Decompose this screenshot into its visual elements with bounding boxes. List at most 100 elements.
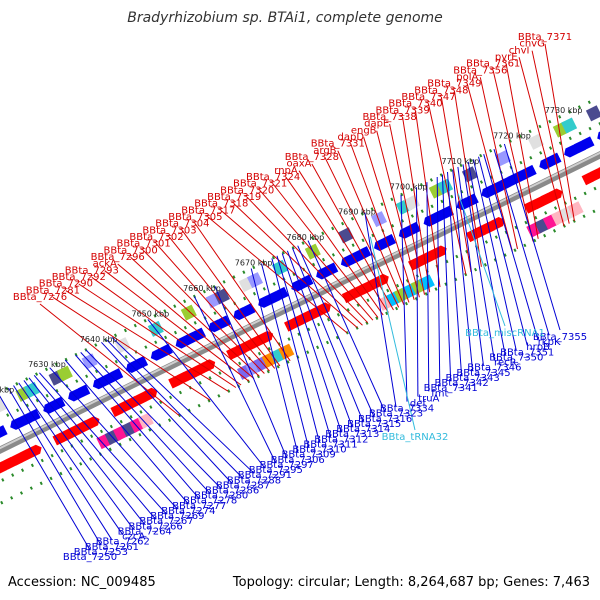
forward-gene-arrow-arrow — [589, 168, 600, 182]
forward_genes-leader — [117, 263, 255, 379]
forward_genes-leader — [272, 183, 379, 318]
reverse_genes-leader — [462, 164, 495, 361]
scale-mark-label: 7660 kbp — [183, 284, 221, 293]
reverse_genes-leader — [147, 319, 266, 469]
reverse_genes-label: BBta_7314 — [336, 424, 390, 435]
reverse-gene-arrow-arrow — [299, 274, 314, 288]
forward_genes-label: BBta_7340 — [388, 99, 442, 110]
reverse_genes-label: BBta_7261 — [85, 542, 139, 553]
reverse_genes-label: BBta_7278 — [183, 496, 237, 507]
reverse-gene-arrow — [382, 233, 397, 247]
forward_genes-label: BBta_7321 — [233, 179, 287, 190]
reverse_genes-label: BBta_7355 — [533, 332, 587, 343]
forward_genes-label: BBta_7317 — [181, 205, 235, 216]
forward_genes-label: BBta_7301 — [116, 239, 170, 250]
forward_genes-label: chvI — [509, 45, 530, 56]
forward_genes-leader — [78, 283, 237, 388]
scale-mark-label: 7670 kbp — [235, 259, 273, 268]
reverse_genes-label: fmt — [431, 388, 448, 399]
forward_genes-label: BBta_7303 — [142, 225, 196, 236]
reverse_genes-leader — [503, 143, 561, 331]
forward_genes-label: BBta_7281 — [26, 285, 80, 296]
reverse-gene-arrow — [76, 384, 91, 398]
reverse_genes-label: BBta_7343 — [445, 373, 499, 384]
forward_genes-leader — [298, 170, 389, 313]
reverse-feature-box-box — [561, 117, 578, 134]
forward_genes-leader — [415, 110, 441, 288]
forward_genes-label: BBta_7320 — [220, 185, 274, 196]
forward_genes-leader — [389, 123, 425, 295]
reverse-gene-arrow — [357, 246, 372, 260]
reverse_genes-label: BBta_7264 — [118, 526, 172, 537]
reverse_genes-leader — [214, 286, 288, 459]
forward_genes-leader — [65, 290, 229, 392]
rna_genes-leader — [369, 236, 416, 431]
reverse_genes-label: recR — [494, 358, 517, 369]
forward_genes-leader — [52, 296, 211, 401]
reverse-feature-box — [561, 117, 578, 134]
reverse_genes-label: BBta_7341 — [424, 383, 478, 394]
forward-feature-box-box — [137, 412, 154, 429]
forward_genes-leader — [531, 50, 570, 224]
forward_genes-label: polA — [456, 72, 478, 83]
reverse-gene-arrow — [547, 152, 562, 166]
reverse_genes-leader — [447, 171, 463, 377]
forward-gene-arrow — [432, 245, 447, 259]
reverse_genes-leader — [18, 382, 124, 535]
reverse-feature-box — [370, 211, 388, 228]
reverse_genes-leader — [281, 253, 342, 433]
forward_genes-label: BBta_7304 — [155, 219, 209, 230]
scale-mark-label: 7690 kbp — [338, 208, 376, 217]
reverse_genes-leader — [472, 159, 517, 351]
forward_genes-label: BBta_7356 — [453, 65, 507, 76]
forward_genes-leader — [233, 203, 363, 326]
reverse_genes-leader — [478, 156, 528, 346]
reverse_genes-leader — [39, 372, 167, 515]
reverse_genes-label: BBta_7312 — [314, 434, 368, 445]
dotted-track-mid-outer — [0, 184, 600, 483]
reverse_genes-leader — [193, 296, 277, 464]
forward_genes-leader — [311, 163, 394, 311]
forward_genes-label: BBta_7361 — [466, 59, 520, 70]
reverse_genes-leader — [80, 352, 211, 495]
forward_genes-label: BBta_7292 — [52, 272, 106, 283]
forward_genes-leader — [143, 250, 265, 374]
reverse_genes-leader — [297, 245, 375, 418]
reverse_genes-label: BBta_7287 — [216, 480, 270, 491]
reverse_genes-leader — [33, 374, 156, 520]
forward-gene-arrow-arrow — [490, 216, 505, 230]
forward_genes-label: BBta_7339 — [375, 105, 429, 116]
reverse_genes-label: BBta_7291 — [238, 470, 292, 481]
label-leader-lines — [0, 43, 575, 551]
reverse_genes-label: BBta_7297 — [260, 460, 314, 471]
reverse_genes-leader — [400, 194, 408, 402]
reverse-gene-arrow-arrow — [216, 315, 231, 329]
rna_genes-label: BBta_tRNA32 — [382, 432, 449, 443]
forward-feature-box — [137, 412, 154, 429]
genome-summary-text: Topology: circular; Length: 8,264,687 bp… — [232, 575, 590, 590]
reverse-gene-arrow-arrow — [274, 286, 289, 300]
reverse-feature-box — [180, 304, 197, 321]
reverse_genes-leader — [426, 182, 430, 392]
scale-marks: 7620 kbp 7630 kbp 7640 kbp 7650 kbp 7660 kbp… — [0, 106, 583, 395]
reverse_genes-label: BBta_7313 — [325, 429, 379, 440]
reverse_genes-leader — [457, 166, 484, 366]
reverse-feature-box — [461, 166, 478, 183]
reverse-feature-box-box — [246, 272, 264, 289]
reverse_genes-leader — [292, 248, 364, 423]
dotted-track-inner — [0, 96, 599, 394]
reverse_genes-leader — [441, 174, 452, 382]
reverse_genes-leader — [416, 187, 419, 397]
forward_genes-leader — [207, 216, 348, 334]
rna_genes-leader — [457, 193, 506, 327]
forward_genes-leader — [440, 97, 472, 272]
reverse-gene-arrow-arrow — [597, 128, 600, 142]
gene-labels: BBta_7276BBta_7281BBta_7290BBta_7292BBta… — [13, 32, 587, 563]
reverse_genes-leader — [23, 380, 135, 530]
forward_genes-label: chvG — [519, 39, 545, 50]
reverse_genes-label: BBta_7306 — [271, 455, 325, 466]
forward-gene-arrow-arrow — [432, 245, 447, 259]
forward_genes-leader — [194, 223, 291, 362]
forward_genes-leader — [156, 243, 270, 372]
scale-mark-label: 7650 kbp — [132, 309, 170, 318]
